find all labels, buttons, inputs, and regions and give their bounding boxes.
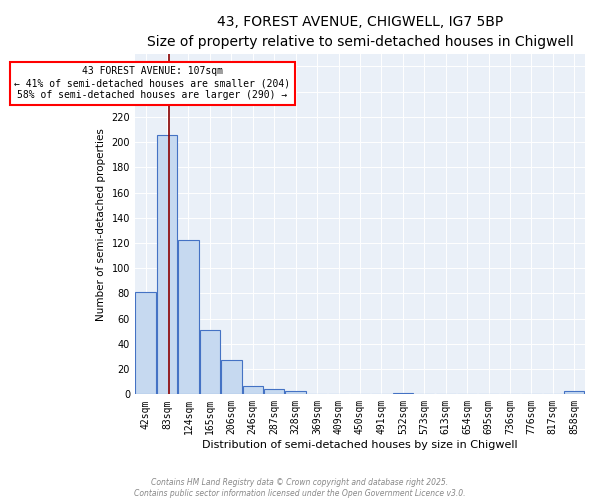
- Bar: [392, 393, 413, 394]
- Bar: [200, 330, 220, 394]
- Text: 43 FOREST AVENUE: 107sqm
← 41% of semi-detached houses are smaller (204)
58% of : 43 FOREST AVENUE: 107sqm ← 41% of semi-d…: [14, 66, 290, 100]
- Bar: [178, 240, 199, 394]
- Bar: [242, 386, 263, 394]
- Text: Contains HM Land Registry data © Crown copyright and database right 2025.
Contai: Contains HM Land Registry data © Crown c…: [134, 478, 466, 498]
- Bar: [564, 390, 584, 394]
- Bar: [286, 390, 306, 394]
- Bar: [221, 360, 242, 394]
- Bar: [157, 134, 177, 394]
- X-axis label: Distribution of semi-detached houses by size in Chigwell: Distribution of semi-detached houses by …: [202, 440, 518, 450]
- Bar: [136, 292, 156, 394]
- Y-axis label: Number of semi-detached properties: Number of semi-detached properties: [96, 128, 106, 320]
- Title: 43, FOREST AVENUE, CHIGWELL, IG7 5BP
Size of property relative to semi-detached : 43, FOREST AVENUE, CHIGWELL, IG7 5BP Siz…: [146, 15, 574, 48]
- Bar: [264, 390, 284, 394]
